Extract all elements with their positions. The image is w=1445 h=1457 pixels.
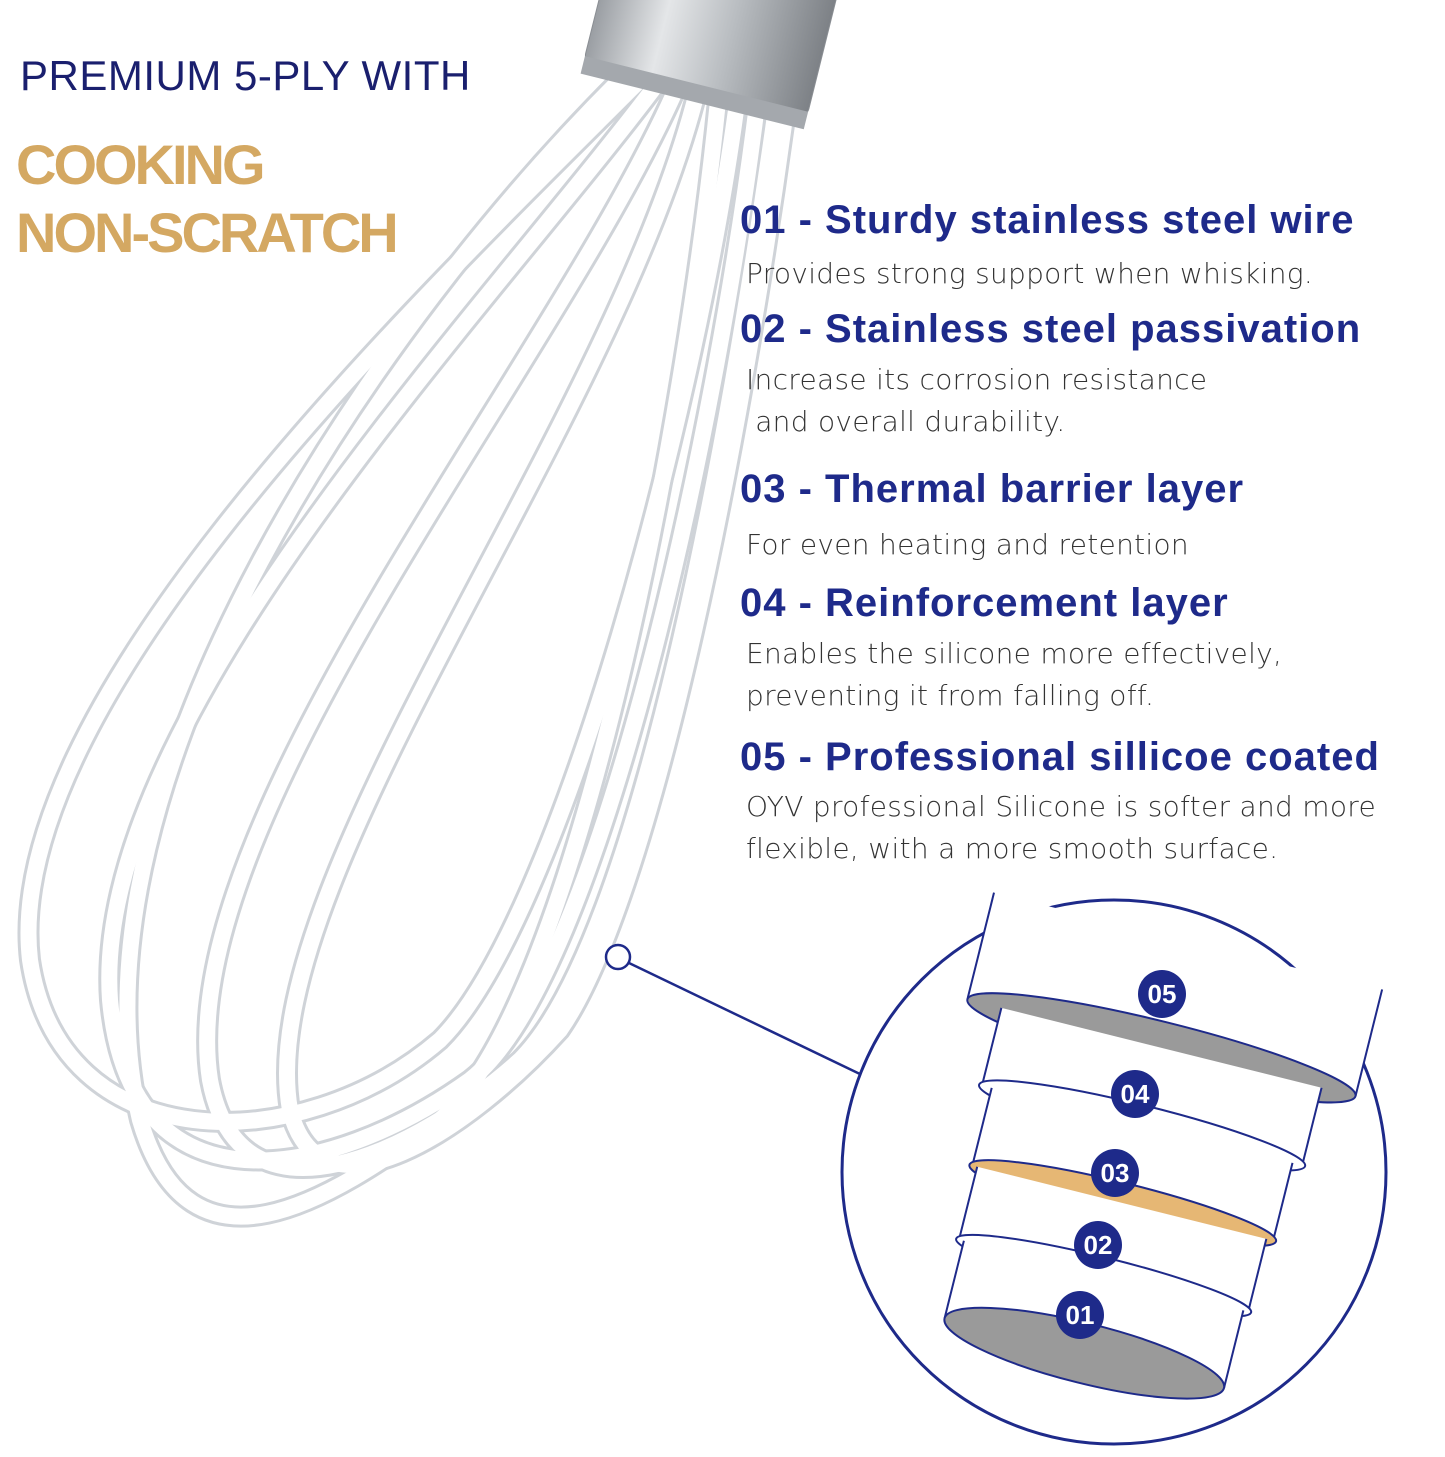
feature-title-03: 03 - Thermal barrier layer: [740, 467, 1245, 511]
feature-title-04: 04 - Reinforcement layer: [740, 581, 1229, 625]
callout-point: [604, 943, 632, 971]
layer-badge-01: 01: [1056, 1291, 1104, 1339]
layer-badge-04: 04: [1111, 1070, 1159, 1118]
whisk-wires: [17, 69, 801, 1228]
feature-title-02: 02 - Stainless steel passivation: [740, 307, 1362, 351]
svg-text:01: 01: [1066, 1300, 1095, 1330]
feature-body-01: Provides strong support when whisking.: [746, 257, 1314, 290]
layer-badge-02: 02: [1074, 1221, 1122, 1269]
feature-body-05: OYV professional Silicone is softer and …: [746, 790, 1377, 865]
layer-badge-05: 05: [1138, 970, 1186, 1018]
feature-title-01: 01 - Sturdy stainless steel wire: [740, 198, 1355, 242]
headline-line-2: NON-SCRATCH: [16, 201, 399, 264]
svg-text:03: 03: [1101, 1158, 1130, 1188]
feature-body-03: For even heating and retention: [746, 528, 1189, 561]
feature-body-02: Increase its corrosion resistance and ov…: [746, 363, 1208, 438]
headline-kicker: PREMIUM 5-PLY WITH: [20, 52, 471, 99]
whisk-handle: [580, 0, 838, 130]
layer-badge-03: 03: [1091, 1149, 1139, 1197]
callout-line: [628, 961, 863, 1077]
svg-text:02: 02: [1084, 1230, 1113, 1260]
svg-text:04: 04: [1121, 1079, 1150, 1109]
headline-line-1: COOKING: [16, 133, 266, 196]
layer-badges: 05 04 03 02 01: [1056, 970, 1186, 1339]
feature-title-05: 05 - Professional sillicoe coated: [740, 735, 1380, 779]
svg-text:05: 05: [1148, 979, 1177, 1009]
feature-body-04: Enables the silicone more effectively, p…: [746, 637, 1283, 712]
